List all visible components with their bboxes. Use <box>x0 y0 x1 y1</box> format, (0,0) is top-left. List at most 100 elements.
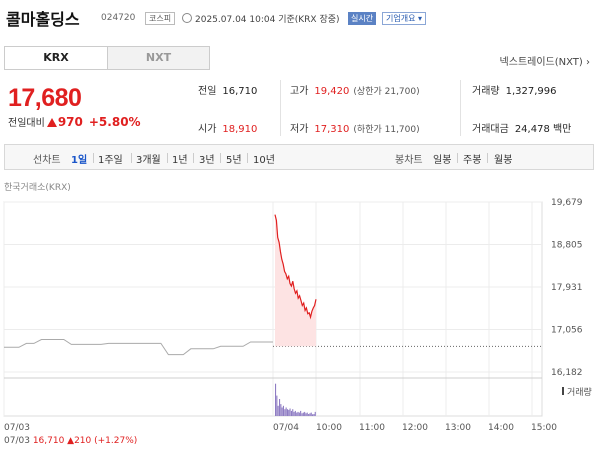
period-1y[interactable]: 1년 <box>172 155 188 166</box>
volume-bar <box>285 407 287 416</box>
volume-bar <box>276 395 278 416</box>
divider <box>460 80 461 136</box>
separator <box>247 153 248 163</box>
volume-bar <box>281 407 283 416</box>
prev-day-line <box>4 339 273 356</box>
stat-value: 1,327,996 <box>505 86 557 97</box>
y-tick-label: 17,056 <box>551 326 583 336</box>
stat-label: 거래대금 <box>472 124 509 135</box>
candle-daily[interactable]: 일봉 <box>433 155 452 166</box>
today-series <box>274 214 317 347</box>
period-10y[interactable]: 10년 <box>253 155 275 166</box>
realtime-button[interactable]: 실시간 <box>348 12 377 25</box>
prev-day-series <box>4 339 542 356</box>
company-overview-dropdown[interactable]: 기업개요 ▾ <box>382 12 426 25</box>
volume-legend-label: 거래량 <box>567 386 592 398</box>
change-row: 전일대비 970 +5.80% <box>8 114 141 129</box>
period-3y[interactable]: 3년 <box>199 155 215 166</box>
volume-bar <box>304 411 306 416</box>
market-tabs: KRX NXT <box>4 46 210 70</box>
volume-legend-icon <box>562 387 564 395</box>
separator <box>131 153 132 163</box>
volume-bar <box>302 412 304 416</box>
volume-bar <box>284 409 286 416</box>
volume-bar <box>309 413 311 416</box>
y-tick-label: 18,805 <box>551 241 583 251</box>
stat-value: 18,910 <box>222 124 258 135</box>
volume-bar <box>280 404 282 416</box>
stat-value: 17,310 <box>314 124 350 135</box>
volume-bar <box>312 414 314 416</box>
y-tick-label: 19,679 <box>551 198 583 208</box>
change-label: 전일대비 <box>8 118 45 129</box>
market-badge: 코스피 <box>145 12 176 25</box>
stat-sub: (상한가 21,700) <box>353 87 420 97</box>
stock-header: 콜마홀딩스 024720 코스피 2025.07.04 10:04 기준(KRX… <box>0 0 600 38</box>
stat-value: 19,420 <box>314 86 350 97</box>
stat-label: 거래량 <box>472 86 500 97</box>
volume-bar <box>300 410 302 416</box>
nextrade-link[interactable]: 넥스트레이드(NXT) › <box>499 57 590 68</box>
change-percent: +5.80% <box>88 115 141 129</box>
separator <box>220 153 221 163</box>
volume-bar <box>289 408 291 416</box>
stat-prev-close: 전일 16,710 <box>198 82 257 97</box>
x-axis-labels: 07/03 07/04 10:00 11:00 12:00 13:00 14:00 15:00… <box>4 423 557 446</box>
stat-value: 24,478 백만 <box>514 124 572 135</box>
stat-high: 고가 19,420 (상한가 21,700) <box>290 82 420 97</box>
volume-bar <box>294 410 296 416</box>
stat-label: 전일 <box>198 86 217 97</box>
volume-bar <box>298 412 300 416</box>
period-5y[interactable]: 5년 <box>226 155 242 166</box>
volume-bar <box>305 413 307 416</box>
stat-low: 저가 17,310 (하한가 11,700) <box>290 120 420 135</box>
y-tick-label: 16,182 <box>551 368 583 378</box>
volume-bar <box>306 412 308 416</box>
x-tick-label: 12:00 <box>402 423 428 433</box>
volume-bar <box>314 411 316 416</box>
stock-code: 024720 <box>101 13 136 23</box>
change-amount: 970 <box>57 115 83 129</box>
volume-bar <box>282 405 284 416</box>
tab-nxt[interactable]: NXT <box>107 47 209 69</box>
exchange-label: 한국거래소(KRX) <box>4 183 71 193</box>
period-1d[interactable]: 1일 <box>71 155 88 166</box>
period-1w[interactable]: 1주일 <box>98 155 123 166</box>
candle-monthly[interactable]: 월봉 <box>494 155 513 166</box>
tab-krx[interactable]: KRX <box>5 47 107 69</box>
period-3m[interactable]: 3개월 <box>136 155 161 166</box>
today-fill <box>275 214 316 347</box>
volume-bar <box>301 413 303 416</box>
stat-label: 저가 <box>290 124 309 135</box>
prev-day-summary: 07/03 16,710 ▲210 (+1.27%) <box>4 436 137 446</box>
candle-chart-label: 봉차트 <box>395 155 423 166</box>
current-price: 17,680 <box>8 84 82 112</box>
volume-bar <box>292 409 294 416</box>
volume-bar <box>288 409 290 416</box>
volume-bar <box>279 399 281 416</box>
divider <box>280 80 281 136</box>
stat-sub: (하한가 11,700) <box>353 125 420 135</box>
volume-bar <box>286 409 288 416</box>
volume-bar <box>310 412 312 416</box>
x-tick-label: 10:00 <box>316 423 342 433</box>
y-axis-labels: 19,679 18,805 17,931 17,056 16,182 <box>551 198 583 378</box>
stat-value: 16,710 <box>222 86 258 97</box>
x-tick-label: 11:00 <box>359 423 385 433</box>
volume-bar <box>297 411 299 416</box>
period-selector: 선차트 1일 1주일 3개월 1년 3년 5년 10년 봉차트 일봉 주봉 월봉 <box>4 144 594 170</box>
chart-grid <box>3 201 543 417</box>
volume-bars <box>275 383 316 416</box>
timestamp: 2025.07.04 10:04 기준(KRX 장중) <box>195 15 340 25</box>
stat-label: 시가 <box>198 124 217 135</box>
separator <box>457 153 458 163</box>
volume-bar <box>290 410 292 416</box>
volume-legend: 거래량 <box>562 386 592 398</box>
stat-label: 고가 <box>290 86 309 97</box>
candle-weekly[interactable]: 주봉 <box>463 155 482 166</box>
y-tick-label: 17,931 <box>551 283 583 293</box>
x-tick-label: 07/04 <box>273 423 299 433</box>
volume-bar <box>313 414 315 416</box>
separator <box>93 153 94 163</box>
